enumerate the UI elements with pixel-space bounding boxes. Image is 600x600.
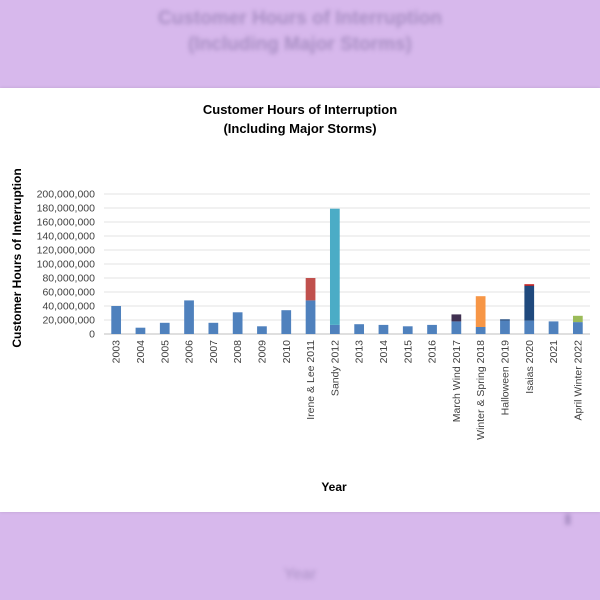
x-tick-label: Sandy 2012 — [329, 340, 341, 396]
bar-segment — [427, 324, 437, 334]
bars — [111, 208, 583, 334]
background-title: Customer Hours of Interruption — [158, 8, 442, 29]
y-tick-label: 120,000,000 — [37, 245, 96, 257]
bar-segment — [232, 312, 243, 334]
x-tick-label: March Wind 2017 — [451, 340, 463, 422]
x-tick-label: Irene & Lee 2011 — [305, 340, 317, 420]
y-tick-label: 60,000,000 — [42, 287, 95, 299]
x-tick-label: 2016 — [427, 340, 439, 364]
background-fragment: ▮ — [564, 510, 572, 526]
y-tick-label: 80,000,000 — [42, 273, 95, 285]
bar-segment — [451, 321, 462, 334]
bar-segment — [378, 324, 389, 334]
x-tick-label: 2021 — [548, 340, 560, 364]
y-tick-label: 160,000,000 — [37, 217, 96, 229]
bar-segment — [500, 320, 510, 334]
bar-segment — [257, 326, 267, 334]
bar-segment — [572, 315, 583, 323]
bar-segment — [475, 327, 486, 334]
y-tick-label: 180,000,000 — [37, 203, 96, 215]
bar-segment — [329, 208, 340, 325]
x-tick-label: 2009 — [256, 340, 268, 364]
y-tick-label: 40,000,000 — [42, 301, 95, 313]
bar-segment — [305, 278, 316, 301]
x-tick-label: April Winter 2022 — [572, 340, 584, 421]
x-tick-label: 2006 — [184, 340, 196, 364]
y-tick-label: 200,000,000 — [37, 189, 96, 201]
bar-segment — [451, 314, 462, 322]
y-tick-labels: 0 20,000,000 40,000,000 60,000,000 80,000,00… — [37, 189, 96, 341]
y-tick-label: 140,000,000 — [37, 231, 96, 243]
bar-segment — [208, 322, 219, 334]
bar-chart: Customer Hours of Interruption (Includin… — [10, 102, 590, 494]
x-tick-label: 2013 — [354, 340, 366, 364]
bar-segment — [135, 327, 146, 334]
x-tick-labels: 2003 2004 2005 2006 2007 2008 2009 2010 Irene & … — [111, 340, 585, 440]
bar-segment — [524, 285, 535, 321]
bar-segment — [305, 300, 316, 334]
y-tick-label: 0 — [89, 329, 95, 341]
bar-segment — [475, 296, 486, 327]
bar-segment — [500, 319, 510, 321]
bar-segment — [111, 306, 122, 334]
x-tick-label: Halloween 2019 — [499, 340, 511, 415]
bar-segment — [329, 324, 340, 334]
bar-segment — [402, 326, 413, 334]
x-tick-label: 2005 — [159, 340, 171, 364]
background-x-axis-label: Year — [283, 566, 317, 583]
x-tick-label: 2004 — [135, 340, 147, 364]
bar-segment — [354, 324, 365, 334]
x-tick-label: Winter & Spring 2018 — [475, 340, 487, 440]
x-tick-label: 2007 — [208, 340, 220, 364]
x-tick-label: 2003 — [111, 340, 123, 364]
chart-card: Customer Hours of Interruption (Includin… — [0, 88, 600, 512]
bar-segment — [159, 322, 170, 334]
chart-title: Customer Hours of Interruption — [203, 102, 397, 117]
x-tick-label: 2015 — [402, 340, 414, 364]
x-tick-label: Isaias 2020 — [524, 340, 536, 394]
bar-segment — [281, 310, 292, 334]
x-axis-label: Year — [321, 480, 347, 494]
chart-subtitle: (Including Major Storms) — [223, 121, 376, 136]
x-tick-label: 2014 — [378, 340, 390, 364]
bar-segment — [524, 284, 535, 286]
x-tick-label: 2010 — [281, 340, 293, 364]
bar-segment — [572, 322, 583, 334]
bar-segment — [184, 300, 194, 334]
gridlines — [104, 193, 590, 335]
y-tick-label: 20,000,000 — [42, 315, 95, 327]
y-axis-label: Customer Hours of Interruption — [10, 168, 24, 347]
y-tick-label: 100,000,000 — [37, 259, 96, 271]
bar-segment — [548, 321, 559, 334]
x-tick-label: 2008 — [232, 340, 244, 364]
background-subtitle: (Including Major Storms) — [188, 34, 412, 55]
bar-segment — [524, 320, 535, 334]
